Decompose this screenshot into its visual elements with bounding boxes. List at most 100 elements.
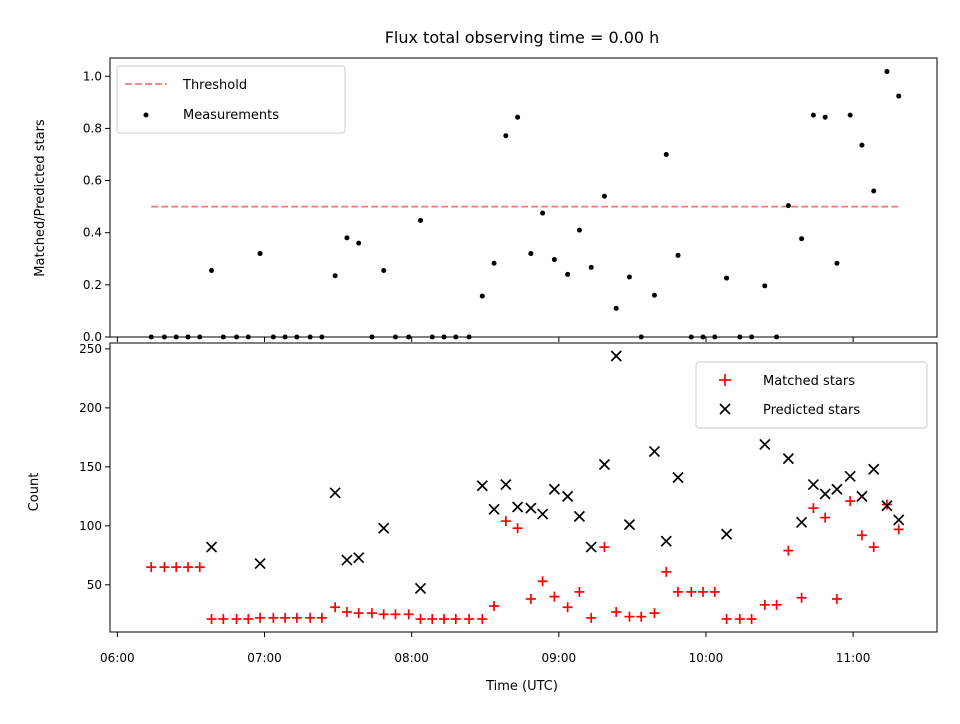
measurement-point bbox=[185, 334, 191, 340]
measurement-point bbox=[429, 334, 435, 340]
predicted-star-point bbox=[796, 516, 808, 528]
ratio-y-tick-label: 0.2 bbox=[83, 278, 102, 292]
matched-star-point bbox=[255, 612, 266, 623]
measurement-point bbox=[173, 334, 179, 340]
matched-star-point bbox=[341, 606, 352, 617]
measurement-point bbox=[871, 188, 877, 194]
matched-star-point bbox=[268, 612, 279, 623]
predicted-star-point bbox=[893, 514, 905, 526]
predicted-star-point bbox=[623, 519, 636, 531]
legend-predicted-label: Predicted stars bbox=[763, 403, 860, 418]
matched-star-point bbox=[771, 599, 782, 610]
matched-star-point bbox=[537, 576, 548, 587]
predicted-star-point bbox=[759, 438, 771, 451]
measurement-point bbox=[209, 268, 215, 274]
measurement-point bbox=[307, 334, 313, 340]
ratio-plot-frame bbox=[109, 57, 938, 338]
matched-star-point bbox=[330, 602, 341, 613]
matched-star-point bbox=[893, 524, 904, 535]
count-x-ticks: 06:00 07:00 08:00 09:00 10:00 11:00 bbox=[100, 632, 870, 665]
count-y-tick-label: 200 bbox=[79, 401, 102, 415]
measurement-point bbox=[785, 203, 791, 209]
measurement-point bbox=[799, 236, 805, 242]
matched-star-point bbox=[686, 586, 697, 597]
count-x-tick-label: 11:00 bbox=[836, 651, 871, 665]
matched-star-point bbox=[439, 614, 450, 625]
matched-star-point bbox=[636, 611, 647, 622]
matched-star-point bbox=[243, 614, 254, 625]
matched-star-point bbox=[796, 592, 807, 603]
measurement-point bbox=[663, 151, 669, 157]
measurement-point bbox=[834, 260, 840, 266]
matched-star-point bbox=[305, 612, 316, 623]
measurement-points-layer bbox=[148, 69, 902, 340]
measurement-point bbox=[613, 305, 619, 311]
matched-star-point bbox=[231, 614, 242, 625]
matched-star-point bbox=[698, 586, 709, 597]
measurement-point bbox=[282, 334, 288, 340]
count-x-tick-label: 06:00 bbox=[100, 651, 135, 665]
measurement-point bbox=[381, 268, 387, 274]
measurement-point bbox=[319, 334, 325, 340]
measurement-point bbox=[651, 292, 657, 298]
matched-star-point bbox=[450, 614, 461, 625]
matched-star-point bbox=[525, 593, 536, 604]
predicted-star-point bbox=[856, 490, 868, 502]
matched-star-point bbox=[427, 614, 438, 625]
count-legend: Matched stars Predicted stars bbox=[695, 361, 928, 429]
matched-star-point bbox=[759, 599, 770, 610]
measurement-point bbox=[257, 251, 263, 257]
matched-star-point bbox=[316, 612, 327, 623]
predicted-star-point bbox=[831, 483, 843, 495]
count-x-tick-label: 08:00 bbox=[394, 651, 429, 665]
matched-star-point bbox=[182, 562, 193, 573]
predicted-star-point bbox=[488, 503, 500, 515]
measurement-point bbox=[774, 334, 780, 340]
measurement-point bbox=[688, 334, 694, 340]
matched-star-point bbox=[159, 562, 170, 573]
predicted-star-point bbox=[573, 510, 586, 523]
chart-title: Flux total observing time = 0.00 h bbox=[385, 28, 660, 47]
predicted-star-point bbox=[881, 500, 893, 512]
matched-star-point bbox=[709, 586, 720, 597]
count-points-layer bbox=[146, 350, 905, 625]
ratio-legend: Threshold Measurements bbox=[116, 65, 346, 134]
predicted-star-point bbox=[254, 557, 266, 570]
predicted-star-point bbox=[329, 487, 341, 499]
measurement-point bbox=[749, 334, 755, 340]
ratio-x-ticks bbox=[116, 337, 854, 342]
predicted-star-point bbox=[782, 452, 794, 465]
matched-star-point bbox=[599, 542, 610, 553]
matched-star-point bbox=[820, 512, 831, 523]
measurement-point bbox=[294, 334, 300, 340]
measurement-point bbox=[356, 240, 362, 246]
matched-star-point bbox=[194, 562, 205, 573]
measurement-point bbox=[197, 334, 203, 340]
measurement-point bbox=[712, 334, 718, 340]
matched-star-point bbox=[489, 601, 500, 612]
matched-star-point bbox=[673, 586, 684, 597]
matched-star-point bbox=[721, 614, 732, 625]
measurement-point bbox=[847, 112, 853, 118]
matched-star-point bbox=[845, 496, 856, 507]
count-panel: 50 100 150 200 250 06:00 07:00 08:00 09:00 10:00… bbox=[27, 342, 938, 694]
measurement-point bbox=[737, 334, 743, 340]
legend-matched-label: Matched stars bbox=[763, 374, 855, 389]
count-x-tick-label: 07:00 bbox=[247, 651, 282, 665]
matched-star-point bbox=[353, 608, 364, 619]
matched-star-point bbox=[868, 542, 879, 553]
measurement-point bbox=[528, 251, 534, 257]
count-y-tick-label: 250 bbox=[79, 342, 102, 356]
measurement-point bbox=[724, 275, 730, 281]
count-plot-frame bbox=[109, 342, 938, 633]
count-y-ticks: 50 100 150 200 250 bbox=[79, 342, 110, 592]
ratio-panel: Flux total observing time = 0.00 h 0.0 0.… bbox=[33, 28, 938, 344]
measurement-point bbox=[406, 334, 412, 340]
ratio-y-tick-label: 1.0 bbox=[83, 69, 102, 83]
ratio-y-tick-label: 0.0 bbox=[83, 330, 102, 344]
matched-star-point bbox=[661, 566, 672, 577]
measurement-point bbox=[503, 133, 509, 139]
legend-measurements-label: Measurements bbox=[183, 108, 279, 123]
measurement-point bbox=[479, 293, 485, 299]
measurement-point bbox=[417, 217, 423, 223]
